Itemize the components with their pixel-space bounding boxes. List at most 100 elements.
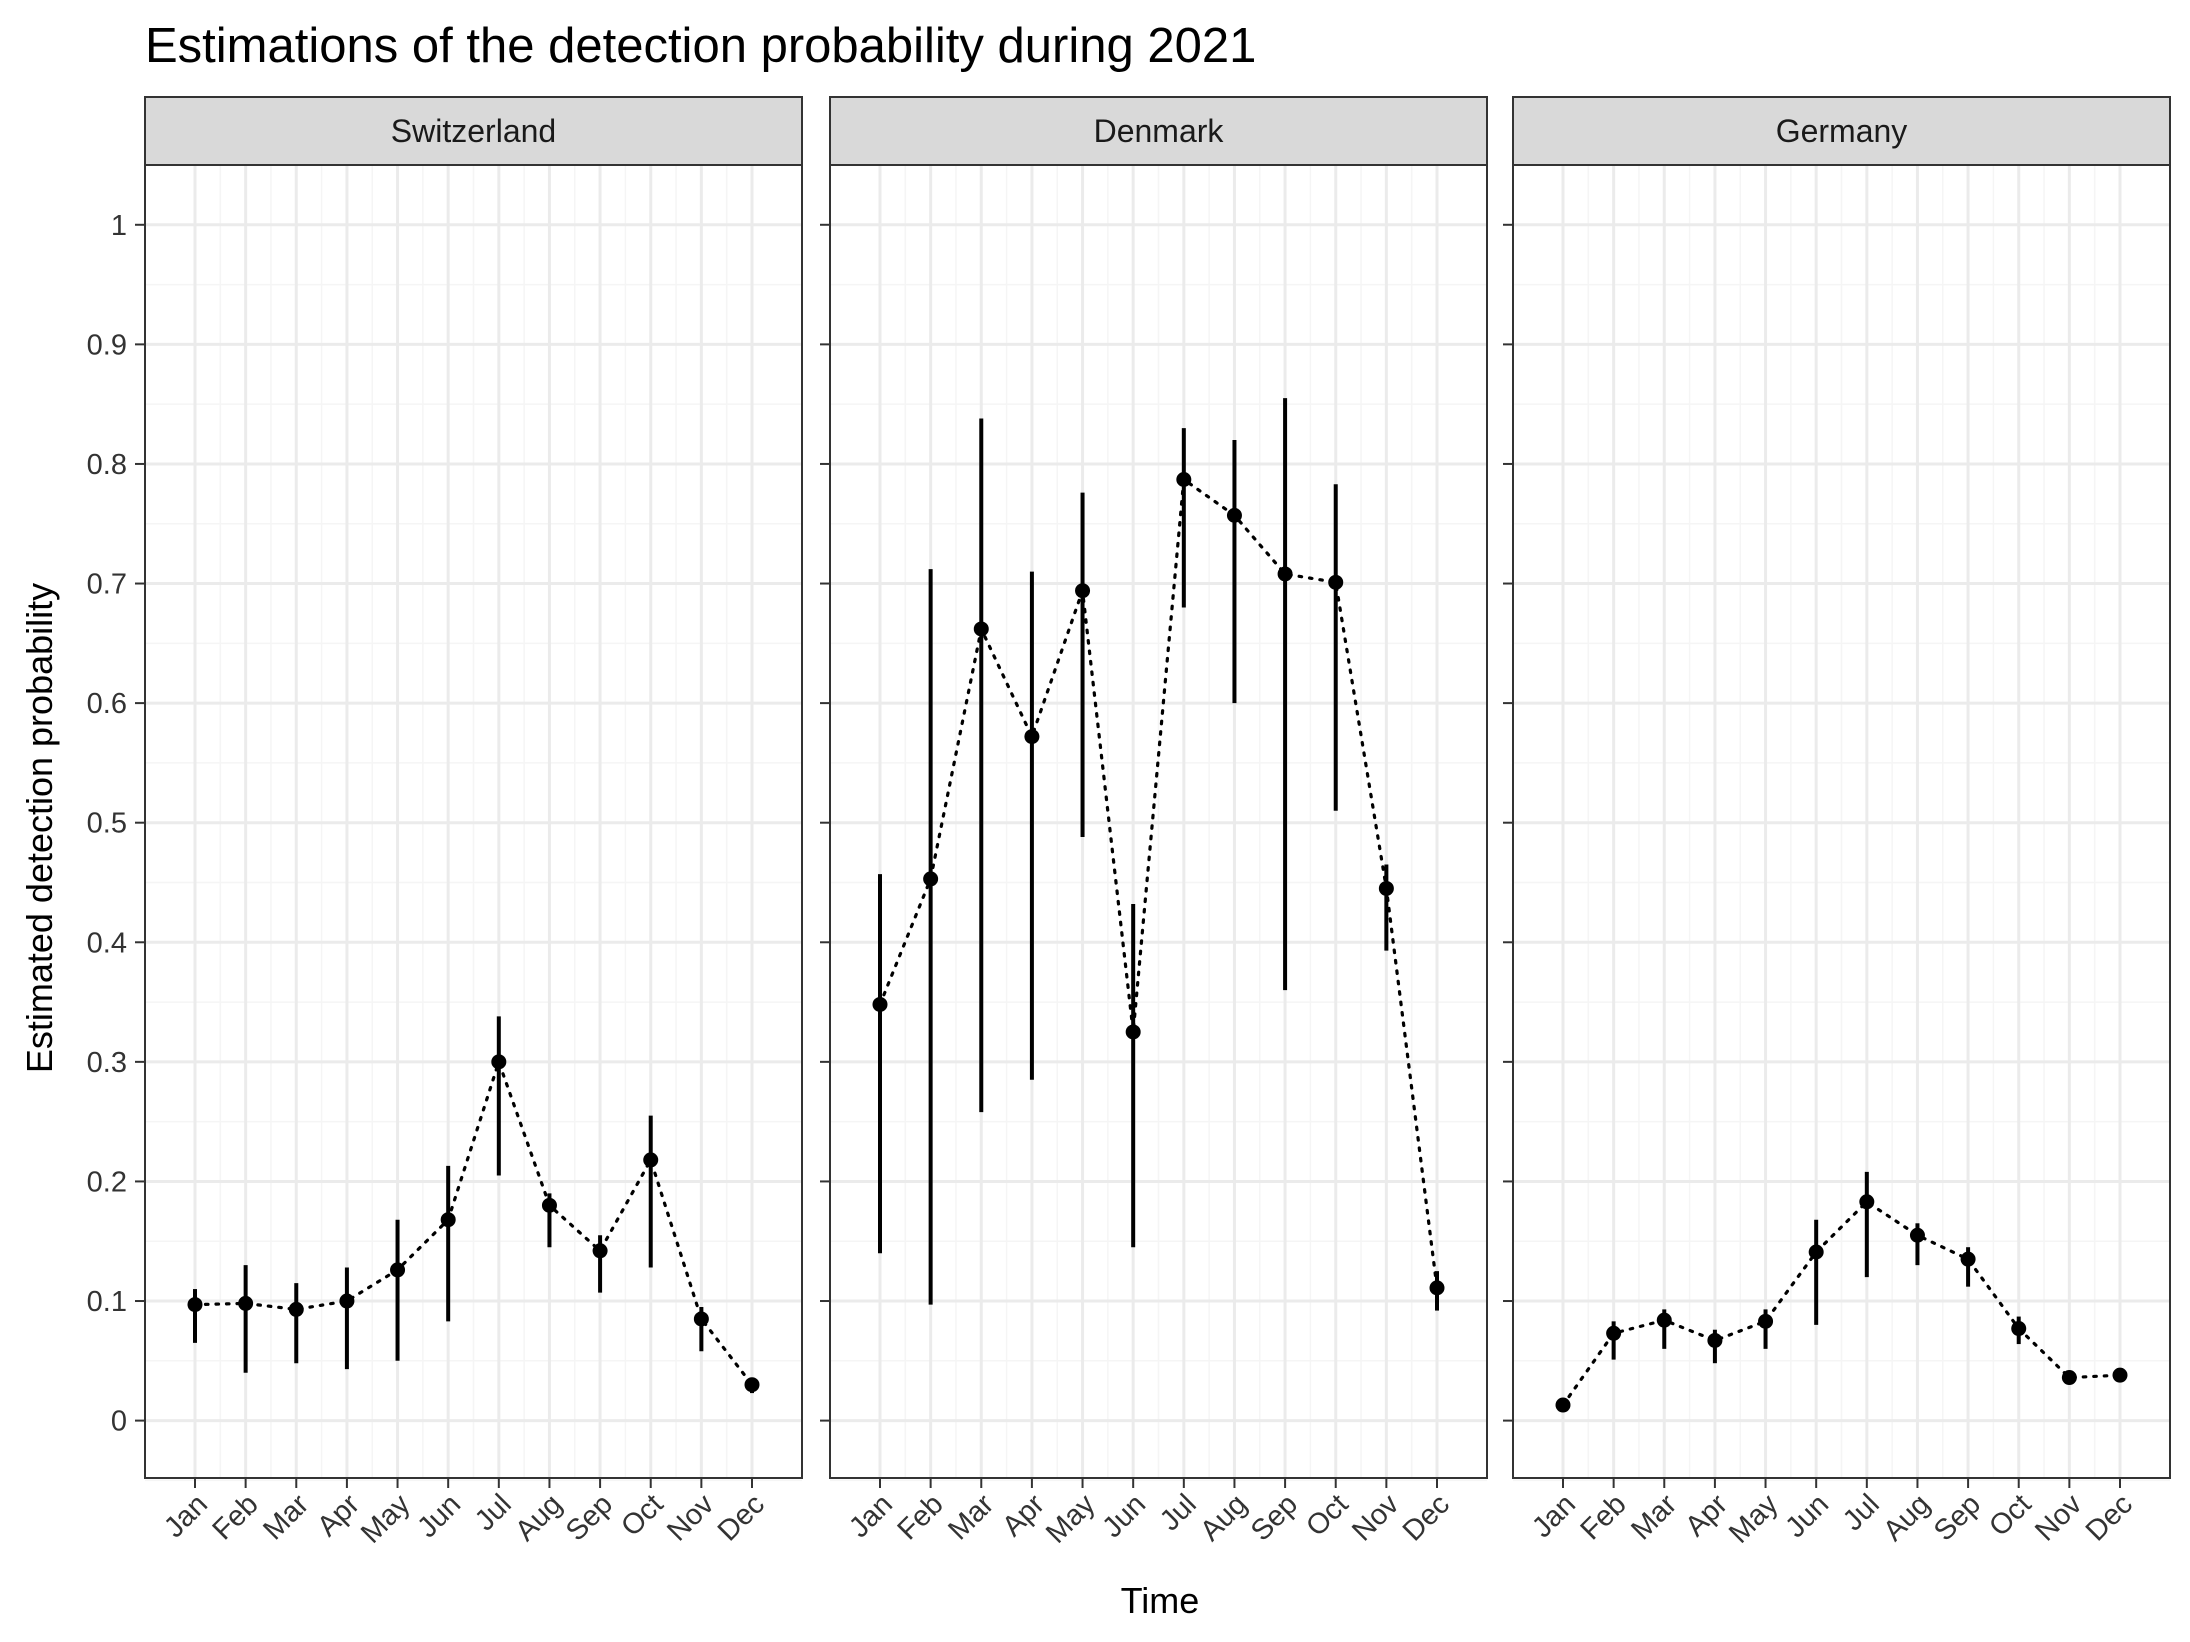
data-point: [2061, 1370, 2077, 1386]
data-point: [491, 1054, 507, 1070]
facet-strip: [144, 96, 803, 166]
x-tick-label: Oct: [615, 1488, 670, 1543]
x-tick-label: Dec: [1397, 1488, 1456, 1547]
x-tick-label: Dec: [712, 1488, 771, 1547]
x-tick-label: Aug: [1194, 1488, 1253, 1547]
x-tick-label: Nov: [2029, 1488, 2088, 1547]
series-line: [1561, 1199, 2122, 1407]
y-tick-label: 0.1: [87, 1286, 127, 1318]
x-tick-label: Jul: [1837, 1488, 1886, 1537]
data-point: [592, 1243, 608, 1259]
data-point: [390, 1262, 406, 1278]
x-tick-label: Feb: [1575, 1488, 1633, 1546]
y-tick-label: 0.8: [87, 449, 127, 481]
data-point: [288, 1301, 304, 1317]
series-line: [878, 476, 1439, 1290]
data-point: [1226, 507, 1242, 523]
data-point: [1277, 566, 1293, 582]
x-tick-label: Oct: [1300, 1488, 1355, 1543]
y-tick-label: 0.4: [87, 927, 127, 959]
x-tick-label: Jul: [469, 1488, 518, 1537]
x-tick-label: Jun: [411, 1488, 467, 1544]
x-tick-label: Sep: [1928, 1488, 1987, 1547]
data-point: [1024, 729, 1040, 745]
x-tick-label: Jun: [1096, 1488, 1152, 1544]
y-tick-label: 1: [111, 210, 127, 242]
data-point: [1909, 1227, 1925, 1243]
x-tick-label: May: [355, 1488, 417, 1550]
data-point: [1125, 1024, 1141, 1040]
x-tick-label: Oct: [1983, 1488, 2038, 1543]
series-line: [193, 1056, 754, 1387]
facet-strip-label: Switzerland: [391, 113, 556, 149]
x-axis-title: Time: [1121, 1580, 1200, 1621]
data-point: [2011, 1321, 2027, 1337]
x-tick-label: Dec: [2080, 1488, 2139, 1547]
x-tick-label: Nov: [1346, 1488, 1405, 1547]
data-point: [1859, 1194, 1875, 1210]
x-tick-label: Jan: [843, 1488, 899, 1544]
x-tick-label: Jan: [1526, 1488, 1582, 1544]
data-point: [1606, 1325, 1622, 1341]
x-tick-label: Jul: [1154, 1488, 1203, 1537]
x-tick-label: May: [1040, 1488, 1102, 1550]
chart-title: Estimations of the detection probability…: [145, 19, 1256, 73]
x-tick-label: Mar: [1625, 1488, 1683, 1546]
x-tick-label: Jun: [1779, 1488, 1835, 1544]
data-point: [2112, 1367, 2128, 1383]
facet-strip: [829, 96, 1488, 166]
y-tick-label: 0.6: [87, 688, 127, 720]
x-tick-label: Sep: [1245, 1488, 1304, 1547]
y-tick-label: 0.2: [87, 1166, 127, 1198]
data-point: [1960, 1251, 1976, 1267]
x-tick-label: Apr: [996, 1488, 1051, 1543]
data-point: [1707, 1332, 1723, 1348]
data-point: [973, 621, 989, 637]
data-point: [1378, 880, 1394, 896]
x-tick-label: Feb: [207, 1488, 265, 1546]
data-point: [440, 1212, 456, 1228]
facet-strip: [1512, 96, 2171, 166]
facet-strip-label: Germany: [1776, 113, 1908, 149]
data-point: [1555, 1397, 1571, 1413]
x-tick-label: Aug: [509, 1488, 568, 1547]
data-point: [693, 1311, 709, 1327]
data-point: [1176, 471, 1192, 487]
y-tick-label: 0.9: [87, 329, 127, 361]
x-tick-label: Jan: [158, 1488, 214, 1544]
x-tick-label: Feb: [892, 1488, 950, 1546]
x-tick-label: Aug: [1877, 1488, 1936, 1547]
x-tick-label: Sep: [560, 1488, 619, 1547]
y-tick-label: 0.5: [87, 808, 127, 840]
y-tick-label: 0.7: [87, 569, 127, 601]
data-point: [1758, 1313, 1774, 1329]
y-tick-label: 0: [111, 1406, 127, 1438]
data-point: [187, 1297, 203, 1313]
data-point: [1808, 1244, 1824, 1260]
data-point: [1075, 583, 1091, 599]
data-point: [923, 871, 939, 887]
data-point: [872, 996, 888, 1012]
data-point: [238, 1295, 254, 1311]
x-tick-label: May: [1723, 1488, 1785, 1550]
x-tick-label: Mar: [257, 1488, 315, 1546]
x-tick-label: Apr: [1679, 1488, 1734, 1543]
y-tick-label: 0.3: [87, 1047, 127, 1079]
x-tick-label: Mar: [942, 1488, 1000, 1546]
x-tick-label: Apr: [311, 1488, 366, 1543]
data-point: [744, 1377, 760, 1393]
data-point: [541, 1197, 557, 1213]
y-axis-title: Estimated detection probability: [19, 583, 60, 1073]
x-tick-label: Nov: [661, 1488, 720, 1547]
data-point: [643, 1152, 659, 1168]
data-point: [1328, 574, 1344, 590]
data-point: [1429, 1280, 1445, 1296]
data-point: [339, 1293, 355, 1309]
facet-strip-label: Denmark: [1094, 113, 1225, 149]
data-point: [1656, 1312, 1672, 1328]
